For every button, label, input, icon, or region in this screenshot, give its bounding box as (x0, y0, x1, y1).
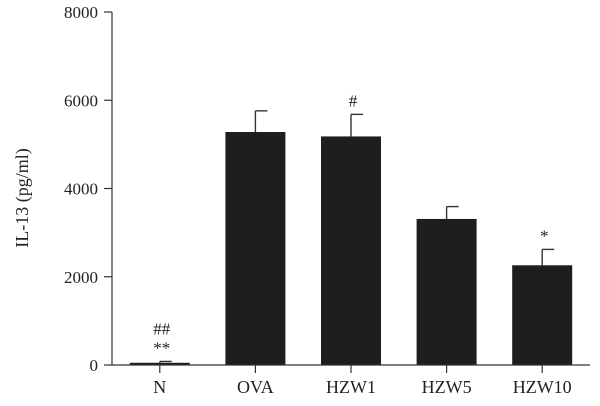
y-tick-label: 2000 (64, 268, 98, 287)
x-tick-label-n: N (153, 377, 166, 397)
bar-hzw10 (512, 265, 573, 365)
y-tick-label: 8000 (64, 3, 98, 22)
significance-marker-hzw1: # (349, 91, 358, 110)
y-tick-label: 0 (90, 356, 99, 375)
bar-ova (225, 132, 286, 365)
significance-marker-n: ** (153, 338, 170, 357)
x-tick-label-ova: OVA (237, 377, 274, 397)
bar-n (129, 362, 190, 365)
y-axis-title: IL-13 (pg/ml) (12, 148, 33, 247)
x-axis: N OVA HZW1 HZW5 HZW10 (112, 364, 590, 397)
y-tick-label: 4000 (64, 180, 98, 199)
x-tick-label-hzw10: HZW10 (513, 377, 572, 397)
bar-hzw5 (416, 218, 477, 365)
significance-marker-n: ## (153, 319, 171, 338)
y-axis: 0 2000 4000 6000 8000 (64, 3, 113, 375)
x-tick-label-hzw1: HZW1 (326, 377, 376, 397)
bar-hzw1 (321, 136, 381, 365)
y-tick-label: 6000 (64, 91, 98, 110)
bars: **###* (129, 91, 573, 365)
significance-marker-hzw10: * (540, 226, 549, 245)
x-tick-label-hzw5: HZW5 (422, 377, 472, 397)
